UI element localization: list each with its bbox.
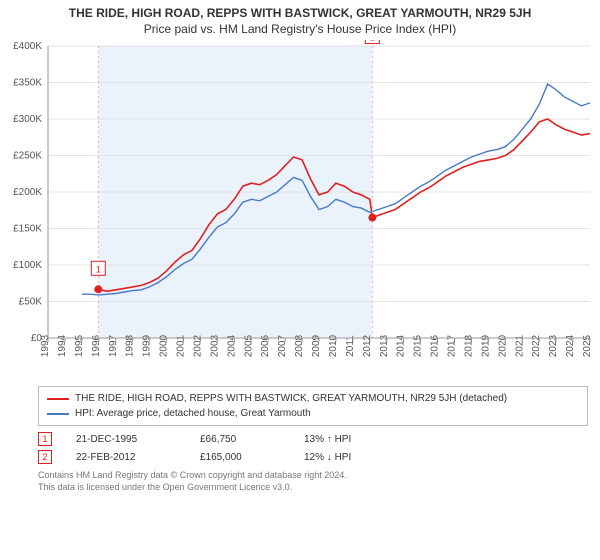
svg-text:£400K: £400K [13,41,42,52]
chart-title-line2: Price paid vs. HM Land Registry's House … [0,20,600,40]
svg-text:£150K: £150K [13,224,42,235]
annotation-row: 1 21-DEC-1995 £66,750 13% ↑ HPI [38,430,588,448]
svg-text:2: 2 [370,40,375,43]
annotation-marker-icon: 2 [38,450,52,464]
legend-swatch [47,413,69,415]
annotation-date: 22-FEB-2012 [76,452,176,463]
annotation-price: £165,000 [200,452,280,463]
footer-line: This data is licensed under the Open Gov… [38,482,588,494]
annotation-marker-icon: 1 [38,432,52,446]
annotation-row: 2 22-FEB-2012 £165,000 12% ↓ HPI [38,448,588,466]
legend-label: THE RIDE, HIGH ROAD, REPPS WITH BASTWICK… [75,391,507,406]
annotation-date: 21-DEC-1995 [76,434,176,445]
footer-line: Contains HM Land Registry data © Crown c… [38,470,588,482]
legend-item: HPI: Average price, detached house, Grea… [47,406,579,421]
footer: Contains HM Land Registry data © Crown c… [38,470,588,493]
legend: THE RIDE, HIGH ROAD, REPPS WITH BASTWICK… [38,386,588,426]
svg-text:1: 1 [96,264,101,274]
annotation-delta: 13% ↑ HPI [304,434,384,445]
annotation-price: £66,750 [200,434,280,445]
svg-text:£300K: £300K [13,114,42,125]
svg-text:£250K: £250K [13,151,42,162]
svg-text:£200K: £200K [13,187,42,198]
chart-area: £0£50K£100K£150K£200K£250K£300K£350K£400… [0,40,600,380]
legend-item: THE RIDE, HIGH ROAD, REPPS WITH BASTWICK… [47,391,579,406]
annotation-delta: 12% ↓ HPI [304,452,384,463]
svg-text:£100K: £100K [13,260,42,271]
line-chart-svg: £0£50K£100K£150K£200K£250K£300K£350K£400… [0,40,600,380]
annotation-table: 1 21-DEC-1995 £66,750 13% ↑ HPI 2 22-FEB… [38,430,588,466]
legend-swatch [47,398,69,400]
legend-label: HPI: Average price, detached house, Grea… [75,406,311,421]
chart-title-line1: THE RIDE, HIGH ROAD, REPPS WITH BASTWICK… [0,0,600,20]
svg-text:£350K: £350K [13,78,42,89]
svg-text:£50K: £50K [19,297,43,308]
